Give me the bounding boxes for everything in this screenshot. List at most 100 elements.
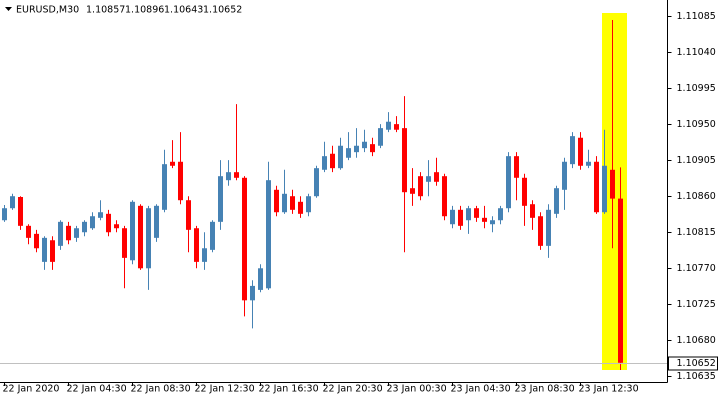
y-tick-label: 1.10815 xyxy=(677,227,716,238)
candle-body xyxy=(426,176,431,182)
candle-body xyxy=(114,224,119,229)
candle-body xyxy=(538,216,543,246)
candle-body xyxy=(122,228,127,258)
candle-body xyxy=(18,197,23,226)
candle-body xyxy=(498,208,503,221)
candle-body xyxy=(50,240,55,262)
candle-body xyxy=(258,268,263,290)
price-tag xyxy=(668,356,718,371)
last-open: 1.10857 xyxy=(86,5,125,16)
candle-body xyxy=(170,161,175,166)
candle-body xyxy=(274,189,279,213)
candle-body xyxy=(106,213,111,233)
candle-body xyxy=(410,188,415,194)
candle-body xyxy=(618,198,623,363)
candle-body xyxy=(26,225,31,238)
candle-body xyxy=(506,156,511,209)
candle-body xyxy=(282,193,287,213)
candle-body xyxy=(202,248,207,262)
candle-body xyxy=(290,196,295,210)
candle-body xyxy=(466,208,471,221)
candle-body xyxy=(578,137,583,166)
y-tick-label: 1.10635 xyxy=(677,371,716,382)
candle-body xyxy=(130,201,135,261)
candle-body xyxy=(554,188,559,214)
x-tick-label: 22 Jan 12:30 xyxy=(195,384,255,395)
candle-body xyxy=(338,145,343,169)
candle-body xyxy=(186,200,191,230)
candle-body xyxy=(530,204,535,218)
symbol: EURUSD,M30 xyxy=(16,5,79,16)
y-tick-label: 1.10905 xyxy=(677,155,716,166)
candle-body xyxy=(82,221,87,233)
candle-body xyxy=(394,124,399,130)
y-tick-label: 1.10680 xyxy=(677,335,716,346)
candle-body xyxy=(346,148,351,158)
candle-body xyxy=(226,172,231,181)
header: EURUSD,M30 1.10857 1.10896 1.10643 1.106… xyxy=(5,5,242,16)
candle-body xyxy=(210,221,215,250)
candle-body xyxy=(218,176,223,222)
candle-body xyxy=(34,233,39,249)
candle-body xyxy=(322,156,327,170)
last-high: 1.10896 xyxy=(125,5,164,16)
candle-body xyxy=(354,145,359,153)
candle-body xyxy=(522,177,527,206)
candle-body xyxy=(450,209,455,225)
candle-body xyxy=(314,168,319,197)
candle-body xyxy=(490,220,495,225)
y-tick-label: 1.10995 xyxy=(677,83,716,94)
candle-body xyxy=(266,180,271,289)
candle-body xyxy=(306,196,311,213)
candle-body xyxy=(2,208,7,221)
x-tick-label: 22 Jan 20:30 xyxy=(323,384,383,395)
x-tick-label: 23 Jan 12:30 xyxy=(579,384,639,395)
y-tick-label: 1.10770 xyxy=(677,263,716,274)
candle-body xyxy=(586,161,591,166)
candle-body xyxy=(474,208,479,218)
candle-body xyxy=(90,216,95,229)
candle-body xyxy=(594,161,599,213)
candle-body xyxy=(418,176,423,197)
candle-body xyxy=(402,128,407,193)
candle-body xyxy=(250,285,255,301)
y-tick-label: 1.10950 xyxy=(677,119,716,130)
candle-body xyxy=(234,172,239,178)
last-close: 1.10652 xyxy=(203,5,242,16)
x-tick-label: 22 Jan 2020 xyxy=(3,384,60,395)
x-tick-label: 22 Jan 16:30 xyxy=(259,384,319,395)
candle-body xyxy=(138,205,143,269)
candle-body xyxy=(514,156,519,178)
candle-body xyxy=(562,161,567,190)
x-tick-label: 23 Jan 04:30 xyxy=(451,384,511,395)
candle-body xyxy=(178,161,183,201)
candle-body xyxy=(42,237,47,262)
y-tick-label: 1.11040 xyxy=(677,47,716,58)
candle-body xyxy=(58,221,63,246)
candle-body xyxy=(458,209,463,226)
y-tick-label: 1.10860 xyxy=(677,191,716,202)
last-low: 1.10643 xyxy=(164,5,203,16)
candle-body xyxy=(370,144,375,153)
price-tag-label: 1.10652 xyxy=(677,358,716,369)
candle-body xyxy=(570,136,575,165)
candle-body xyxy=(154,205,159,238)
x-tick-label: 23 Jan 08:30 xyxy=(515,384,575,395)
candle-body xyxy=(434,172,439,182)
candle-body xyxy=(378,128,383,146)
candle-body xyxy=(482,217,487,222)
candle-body xyxy=(162,164,167,210)
candle-body xyxy=(442,176,447,217)
candle-body xyxy=(66,225,71,241)
x-tick-label: 22 Jan 04:30 xyxy=(67,384,127,395)
candle-body xyxy=(10,196,15,209)
x-tick-label: 23 Jan 00:30 xyxy=(387,384,447,395)
candle-body xyxy=(362,141,367,149)
menu-arrow xyxy=(5,7,12,11)
candle-body xyxy=(146,208,151,269)
candle-body xyxy=(602,165,607,213)
candle-body xyxy=(298,201,303,214)
y-tick-label: 1.10725 xyxy=(677,299,716,310)
